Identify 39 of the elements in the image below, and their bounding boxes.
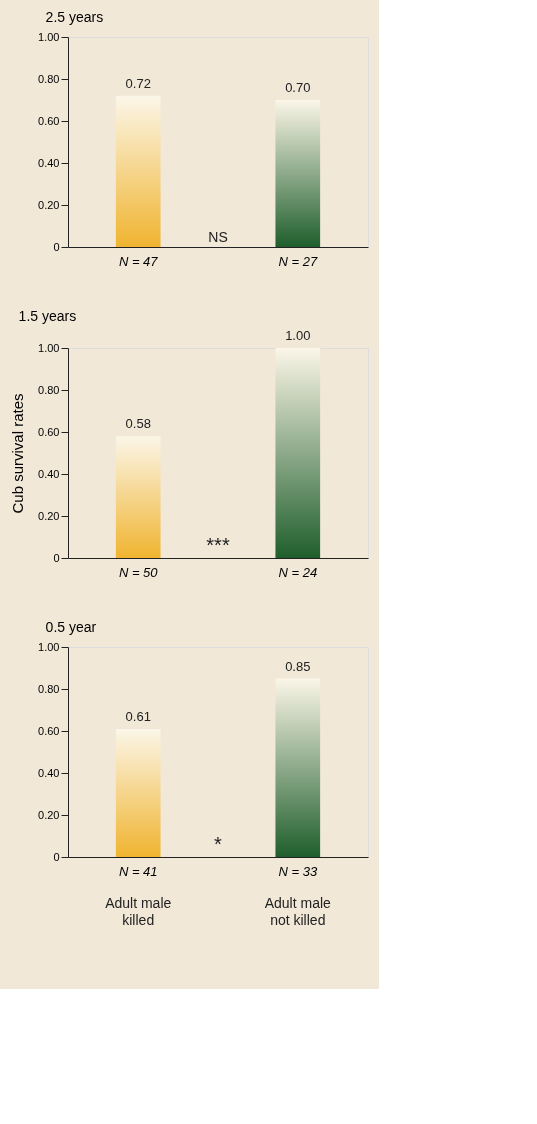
- annotation: NS: [208, 229, 228, 245]
- annotation: *: [214, 833, 223, 855]
- y-tick-label: 0.40: [38, 156, 60, 169]
- y-tick-label: 0.80: [38, 383, 60, 396]
- y-tick-label: 0.20: [38, 808, 60, 821]
- x-tick-label: N = 33: [278, 863, 318, 879]
- x-tick-label: N = 27: [278, 253, 318, 269]
- x-tick-label: N = 24: [278, 564, 318, 580]
- y-tick-label: 1.00: [38, 640, 60, 653]
- data-label: 0.85: [285, 658, 311, 674]
- y-tick-label: 0.60: [38, 114, 60, 127]
- text: Adult male killed: [105, 895, 172, 928]
- y-tick-label: 0: [53, 850, 60, 863]
- y-tick-label: 0.20: [38, 509, 60, 522]
- annotation: ***: [206, 534, 230, 556]
- y-tick-label: 0.60: [38, 425, 60, 438]
- y-tick-label: 0.40: [38, 467, 60, 480]
- chart-title: 1.5 years: [18, 308, 77, 324]
- y-axis-title: Cub survival rates: [9, 393, 27, 514]
- y-tick-label: 0: [53, 240, 60, 253]
- y-tick-label: 0.80: [38, 682, 60, 695]
- data-label: 0.72: [125, 75, 151, 91]
- data-label: 1.00: [285, 328, 311, 343]
- data-label: 0.70: [285, 80, 311, 95]
- x-tick-label: N = 41: [118, 863, 158, 879]
- data-label: 0.58: [125, 416, 151, 432]
- y-tick-label: 1.00: [38, 30, 60, 43]
- y-tick-label: 1.00: [38, 341, 60, 354]
- data-label: 0.61: [125, 708, 151, 724]
- text: Adult male not killed: [264, 895, 332, 928]
- y-tick-label: 0.80: [38, 72, 60, 85]
- y-tick-label: 0.20: [38, 198, 60, 211]
- chart-title: 2.5 years: [45, 9, 104, 25]
- y-tick-label: 0.60: [38, 724, 60, 737]
- x-tick-label: N = 47: [118, 253, 159, 269]
- y-tick-label: 0.40: [38, 766, 60, 779]
- y-tick-label: 0: [53, 551, 60, 564]
- chart-title: 0.5 year: [45, 619, 97, 635]
- x-tick-label: N = 50: [118, 564, 159, 580]
